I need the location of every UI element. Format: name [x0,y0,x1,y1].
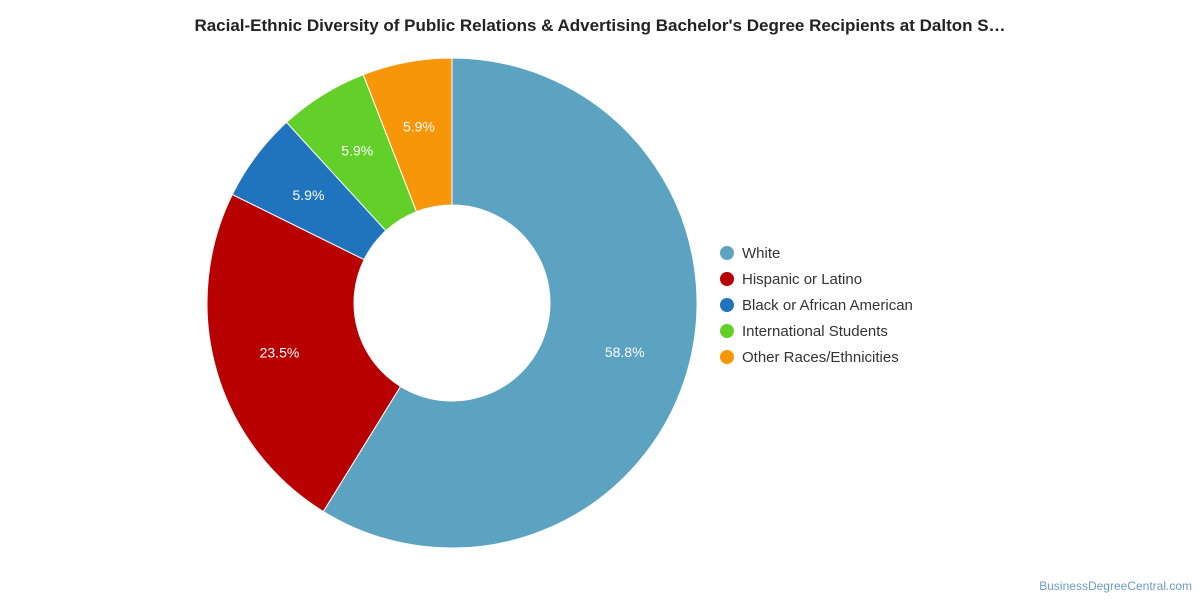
slice-white[interactable] [322,57,698,549]
legend-item-international-students[interactable]: International Students [720,318,913,344]
data-label-hispanic-or-latino: 23.5% [260,345,300,361]
legend-marker [720,324,734,338]
legend-marker [720,298,734,312]
data-label-international-students: 5.9% [341,143,373,159]
legend-item-other-races-ethnicities[interactable]: Other Races/Ethnicities [720,344,913,370]
legend-label: Other Races/Ethnicities [742,348,899,366]
legend-marker [720,272,734,286]
legend-label: Hispanic or Latino [742,270,863,288]
data-label-black-or-african-american: 5.9% [292,187,324,203]
chart-title: Racial-Ethnic Diversity of Public Relati… [194,16,1006,35]
legend-item-hispanic-or-latino[interactable]: Hispanic or Latino [720,266,913,292]
legend-item-white[interactable]: White [720,240,913,266]
legend-label: International Students [742,322,888,340]
data-label-white: 58.8% [605,344,645,360]
legend-label: White [742,244,781,262]
legend-item-black-or-african-american[interactable]: Black or African American [720,292,913,318]
legend-marker [720,350,734,364]
slice-hispanic-or-latino[interactable] [206,193,402,513]
legend-marker [720,246,734,260]
data-label-other-races-ethnicities: 5.9% [403,119,435,135]
legend-label: Black or African American [742,296,913,314]
slice-other-races-ethnicities[interactable] [362,57,453,213]
source-credit[interactable]: BusinessDegreeCentral.com [1039,579,1192,593]
chart-legend: White Hispanic or Latino Black or Africa… [720,240,913,370]
